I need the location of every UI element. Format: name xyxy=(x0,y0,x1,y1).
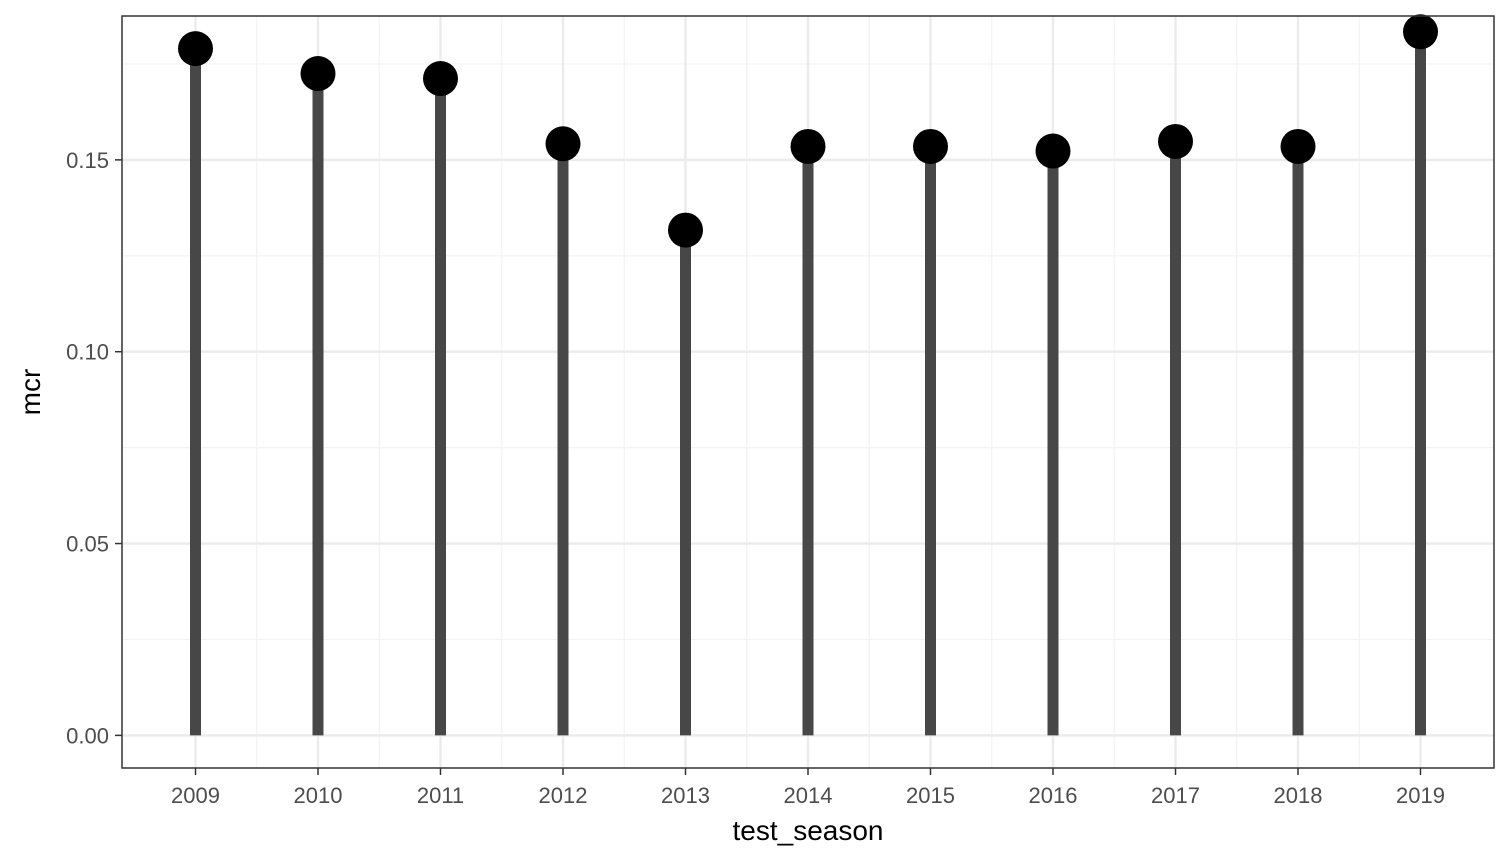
data-point xyxy=(423,61,458,97)
x-axis-ticks xyxy=(194,768,1422,775)
x-tick-label: 2009 xyxy=(171,783,220,808)
y-axis-title: mcr xyxy=(15,369,46,416)
lollipop-stems xyxy=(190,31,1426,736)
y-axis-tick-labels: 0.00 0.05 0.10 0.15 xyxy=(66,148,109,749)
x-tick-label: 2017 xyxy=(1151,783,1200,808)
data-point xyxy=(545,126,581,162)
x-tick-label: 2013 xyxy=(661,783,710,808)
y-tick-label: 0.15 xyxy=(66,148,109,173)
minor-x-gridlines xyxy=(256,16,1360,768)
data-point xyxy=(300,56,336,92)
y-axis-ticks xyxy=(115,159,122,737)
y-tick-label: 0.05 xyxy=(66,532,109,557)
x-tick-label: 2011 xyxy=(417,783,464,808)
x-tick-label: 2010 xyxy=(294,783,343,808)
x-tick-label: 2018 xyxy=(1274,783,1323,808)
data-point xyxy=(1280,128,1316,164)
data-point xyxy=(790,128,826,164)
x-tick-label: 2016 xyxy=(1029,783,1078,808)
data-point xyxy=(913,128,948,164)
data-point xyxy=(1403,14,1438,50)
x-tick-label: 2014 xyxy=(784,783,833,808)
lollipop-points xyxy=(178,14,1438,248)
x-axis-title: test_season xyxy=(733,815,884,846)
data-point xyxy=(1035,133,1071,169)
data-point xyxy=(668,212,703,248)
x-axis-tick-labels: 2009 2010 2011 2012 2013 2014 2015 2016 2017 2018… xyxy=(171,783,1445,808)
x-tick-label: 2015 xyxy=(906,783,955,808)
y-tick-label: 0.10 xyxy=(66,340,109,365)
y-tick-label: 0.00 xyxy=(66,723,109,748)
data-point xyxy=(178,31,213,67)
data-point xyxy=(1158,123,1193,159)
x-tick-label: 2019 xyxy=(1396,783,1445,808)
x-tick-label: 2012 xyxy=(539,783,588,808)
